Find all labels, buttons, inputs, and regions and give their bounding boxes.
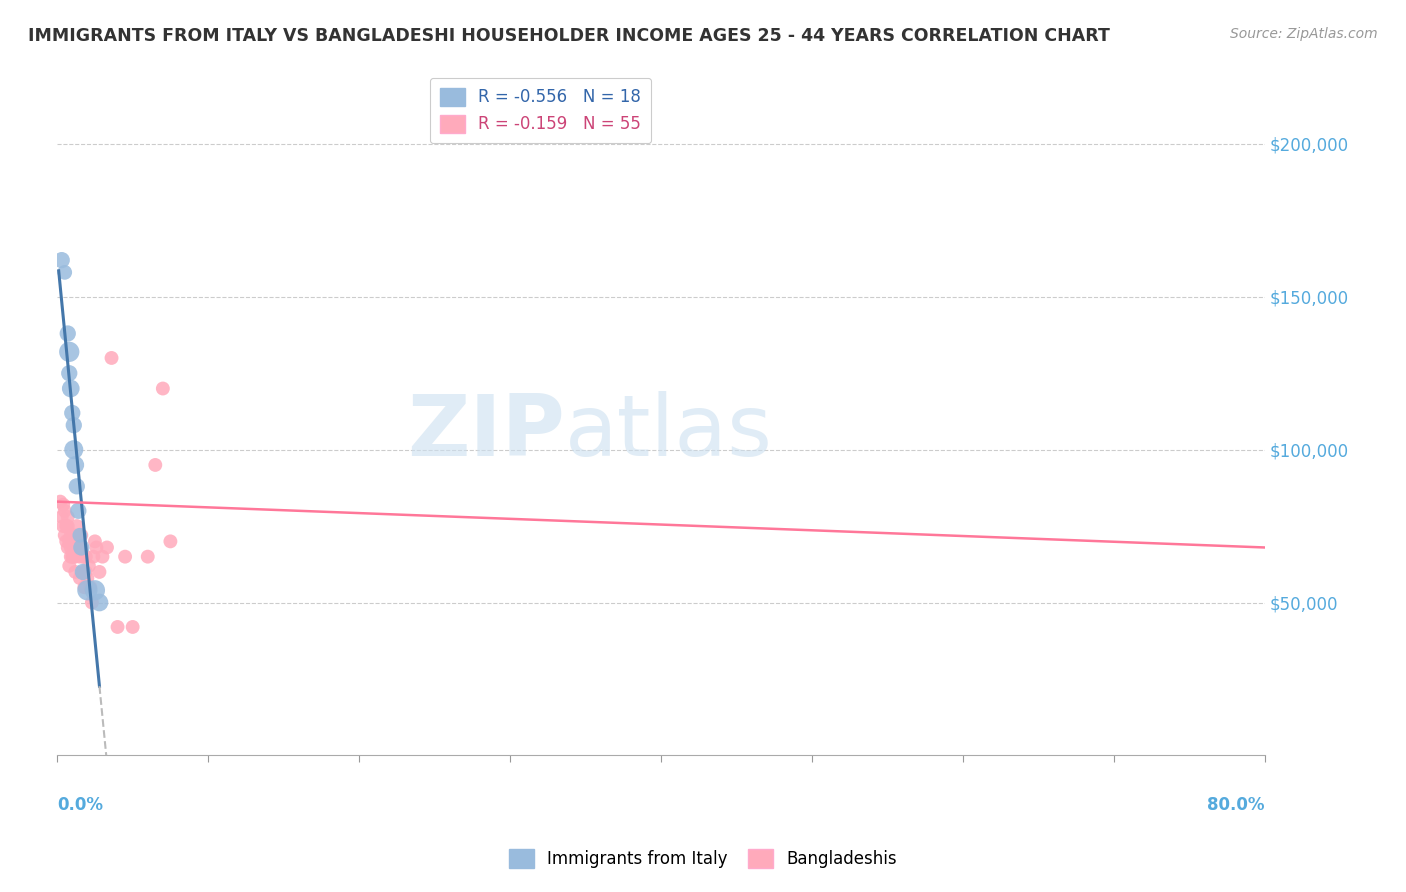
Point — [67, 528, 90, 542]
Point — [89, 565, 111, 579]
Point — [86, 541, 108, 555]
Point — [56, 326, 79, 341]
Point — [62, 442, 84, 457]
Point — [56, 519, 79, 533]
Point — [58, 534, 80, 549]
Text: IMMIGRANTS FROM ITALY VS BANGLADESHI HOUSEHOLDER INCOME AGES 25 - 44 YEARS CORRE: IMMIGRANTS FROM ITALY VS BANGLADESHI HOU… — [28, 27, 1109, 45]
Point — [80, 595, 103, 609]
Point — [59, 382, 82, 396]
Point — [76, 583, 98, 598]
Point — [56, 510, 79, 524]
Point — [52, 519, 75, 533]
Text: Source: ZipAtlas.com: Source: ZipAtlas.com — [1230, 27, 1378, 41]
Point — [159, 534, 181, 549]
Point — [72, 565, 94, 579]
Point — [75, 565, 97, 579]
Point — [69, 571, 91, 585]
Legend: Immigrants from Italy, Bangladeshis: Immigrants from Italy, Bangladeshis — [502, 843, 904, 875]
Point — [136, 549, 159, 564]
Point — [69, 549, 91, 564]
Point — [72, 565, 94, 579]
Legend: R = -0.556   N = 18, R = -0.159   N = 55: R = -0.556 N = 18, R = -0.159 N = 55 — [430, 78, 651, 144]
Text: atlas: atlas — [564, 391, 772, 474]
Point — [65, 541, 87, 555]
Point — [52, 498, 75, 512]
Point — [60, 406, 83, 420]
Point — [51, 510, 73, 524]
Point — [77, 558, 100, 573]
Point — [114, 549, 136, 564]
Point — [66, 519, 89, 533]
Point — [66, 479, 89, 493]
Point — [84, 534, 107, 549]
Text: 0.0%: 0.0% — [58, 796, 103, 814]
Point — [96, 541, 118, 555]
Point — [58, 344, 80, 359]
Point — [55, 534, 77, 549]
Point — [53, 265, 76, 279]
Point — [121, 620, 143, 634]
Point — [65, 549, 87, 564]
Point — [65, 458, 87, 472]
Point — [107, 620, 129, 634]
Point — [59, 528, 82, 542]
Point — [53, 528, 76, 542]
Point — [84, 583, 107, 598]
Point — [82, 549, 104, 564]
Text: ZIP: ZIP — [406, 391, 564, 474]
Point — [67, 504, 90, 518]
Point — [62, 549, 84, 564]
Point — [59, 541, 82, 555]
Point — [59, 549, 82, 564]
Point — [55, 519, 77, 533]
Point — [70, 541, 93, 555]
Point — [58, 558, 80, 573]
Point — [70, 528, 93, 542]
Point — [60, 549, 83, 564]
Point — [51, 253, 73, 268]
Point — [75, 549, 97, 564]
Point — [152, 382, 174, 396]
Point — [65, 565, 87, 579]
Point — [49, 494, 72, 508]
Point — [76, 571, 98, 585]
Point — [91, 549, 114, 564]
Point — [69, 528, 91, 542]
Point — [66, 534, 89, 549]
Point — [53, 504, 76, 518]
Point — [79, 580, 101, 594]
Point — [143, 458, 166, 472]
Point — [72, 549, 94, 564]
Point — [56, 541, 79, 555]
Point — [60, 534, 83, 549]
Point — [58, 366, 80, 380]
Point — [62, 541, 84, 555]
Point — [73, 580, 96, 594]
Point — [67, 541, 90, 555]
Point — [62, 418, 84, 433]
Point — [100, 351, 122, 365]
Point — [70, 541, 93, 555]
Point — [62, 528, 84, 542]
Point — [89, 595, 111, 609]
Text: 80.0%: 80.0% — [1208, 796, 1265, 814]
